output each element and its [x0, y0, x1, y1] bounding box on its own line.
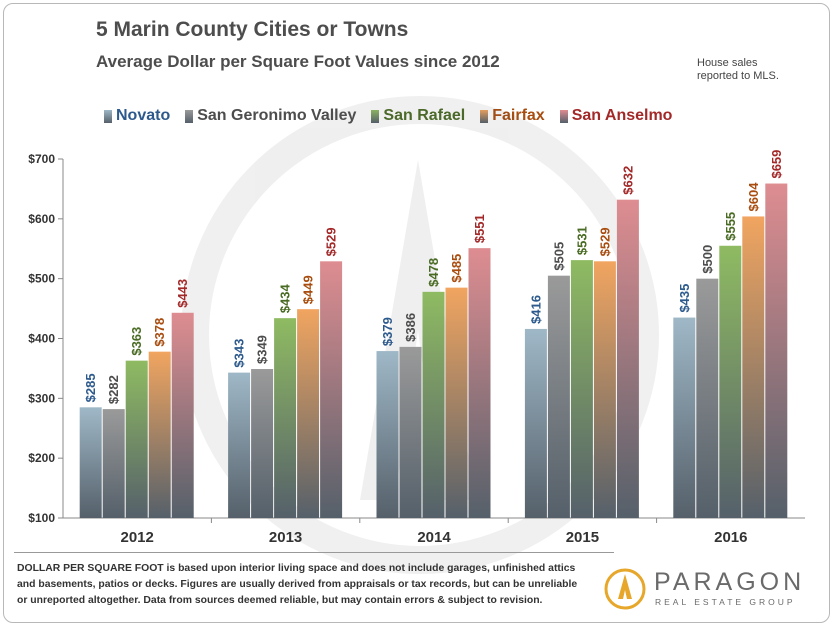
chart-frame: [3, 3, 830, 623]
legend-swatch: [185, 109, 194, 123]
legend-item: Novato: [104, 107, 170, 125]
watermark-ring: [181, 96, 659, 574]
bar: [297, 309, 320, 518]
bar: [524, 328, 547, 518]
side-note: House sales reported to MLS.: [697, 57, 807, 83]
bar-value-label: $529: [324, 227, 339, 256]
chart-subtitle: Average Dollar per Square Foot Values si…: [96, 52, 500, 71]
bar-value-label: $485: [449, 254, 464, 283]
bar-value-label: $285: [83, 373, 98, 402]
bar: [79, 407, 102, 518]
y-tick-label: $600: [28, 212, 55, 226]
bar-value-label: $343: [232, 339, 247, 368]
bar-value-label: $500: [700, 245, 715, 274]
bar-value-label: $434: [278, 283, 293, 313]
bar-value-label: $505: [551, 242, 566, 271]
bar: [399, 346, 422, 518]
bar-value-label: $659: [769, 150, 784, 179]
footnote-text: is based upon interior living space and …: [163, 563, 576, 574]
footnote: DOLLAR PER SQUARE FOOT is based upon int…: [17, 561, 617, 609]
y-tick-label: $100: [28, 511, 55, 525]
y-tick-label: $300: [28, 391, 55, 405]
bar: [742, 216, 765, 518]
legend-item: San Rafael: [371, 107, 465, 125]
bar: [274, 318, 297, 518]
bar-value-label: $443: [175, 279, 190, 308]
x-tick-label: 2014: [417, 529, 451, 546]
chart-title: 5 Marin County Cities or Towns: [96, 18, 409, 41]
bar: [228, 372, 251, 518]
bar: [102, 409, 125, 518]
legend-label: San Rafael: [383, 107, 466, 124]
legend-item: Fairfax: [480, 107, 545, 125]
bar: [251, 369, 274, 518]
bar: [422, 291, 445, 518]
bar-value-label: $378: [152, 318, 167, 347]
footnote-divider: [14, 552, 614, 553]
y-tick-label: $500: [28, 272, 55, 286]
bar: [445, 287, 468, 518]
bar: [547, 275, 570, 518]
legend-swatch: [559, 109, 568, 123]
legend-swatch: [480, 109, 489, 123]
bar-value-label: $604: [746, 182, 761, 212]
bar: [696, 278, 719, 518]
bar: [673, 317, 696, 518]
x-tick-label: 2016: [714, 529, 747, 546]
legend-swatch: [104, 109, 112, 123]
logo-emblem-icon: [604, 568, 646, 610]
bar-value-label: $379: [380, 317, 395, 346]
bar: [148, 351, 171, 518]
bar: [171, 312, 194, 518]
bar-value-label: $449: [301, 275, 316, 304]
bar-value-label: $363: [129, 327, 144, 356]
paragon-logo: PARAGON REAL ESTATE GROUP: [604, 566, 814, 612]
bar-value-label: $529: [597, 227, 612, 256]
bar-value-label: $349: [255, 335, 270, 364]
legend-item: San Geronimo Valley: [185, 107, 356, 125]
bar: [125, 360, 148, 518]
bar-value-label: $478: [426, 258, 441, 287]
x-tick-label: 2012: [121, 529, 154, 546]
bar-value-label: $632: [620, 166, 635, 195]
legend-item: San Anselmo: [559, 107, 673, 125]
bar-value-label: $386: [403, 313, 418, 342]
bar: [765, 183, 788, 518]
bar-value-label: $416: [528, 295, 543, 324]
footnote-line: or unreported altogether. Data from sour…: [17, 595, 543, 606]
bar: [719, 245, 742, 518]
bar-value-label: $435: [677, 284, 692, 313]
footnote-line: and basements, patios or decks. Figures …: [17, 579, 578, 590]
side-note-line: reported to MLS.: [697, 70, 779, 82]
bar: [468, 248, 491, 518]
legend-label: San Anselmo: [571, 107, 673, 124]
x-tick-label: 2013: [269, 529, 302, 546]
y-tick-label: $200: [28, 451, 55, 465]
bar-value-label: $555: [723, 212, 738, 241]
bar: [376, 351, 399, 518]
bar: [593, 261, 616, 518]
bar-value-label: $282: [106, 375, 121, 404]
legend-label: Fairfax: [492, 107, 545, 124]
footnote-line: DOLLAR PER SQUARE FOOT is based upon int…: [17, 561, 617, 577]
logo-name: PARAGON: [654, 568, 806, 596]
bar: [570, 260, 593, 518]
bar: [320, 261, 343, 518]
legend-swatch: [371, 109, 380, 123]
legend-label: Novato: [116, 107, 171, 124]
side-note-line: House sales: [697, 57, 758, 69]
footnote-lead: DOLLAR PER SQUARE FOOT: [17, 563, 164, 574]
chart-legend: Novato San Geronimo Valley San Rafael Fairf…: [104, 104, 687, 128]
legend-label: San Geronimo Valley: [197, 107, 357, 124]
logo-tagline: REAL ESTATE GROUP: [655, 597, 796, 607]
y-tick-label: $700: [28, 152, 55, 166]
bar: [616, 199, 639, 519]
bar-value-label: $551: [472, 214, 487, 243]
y-tick-label: $400: [28, 332, 55, 346]
x-tick-label: 2015: [566, 529, 599, 546]
bar-value-label: $531: [574, 226, 589, 255]
